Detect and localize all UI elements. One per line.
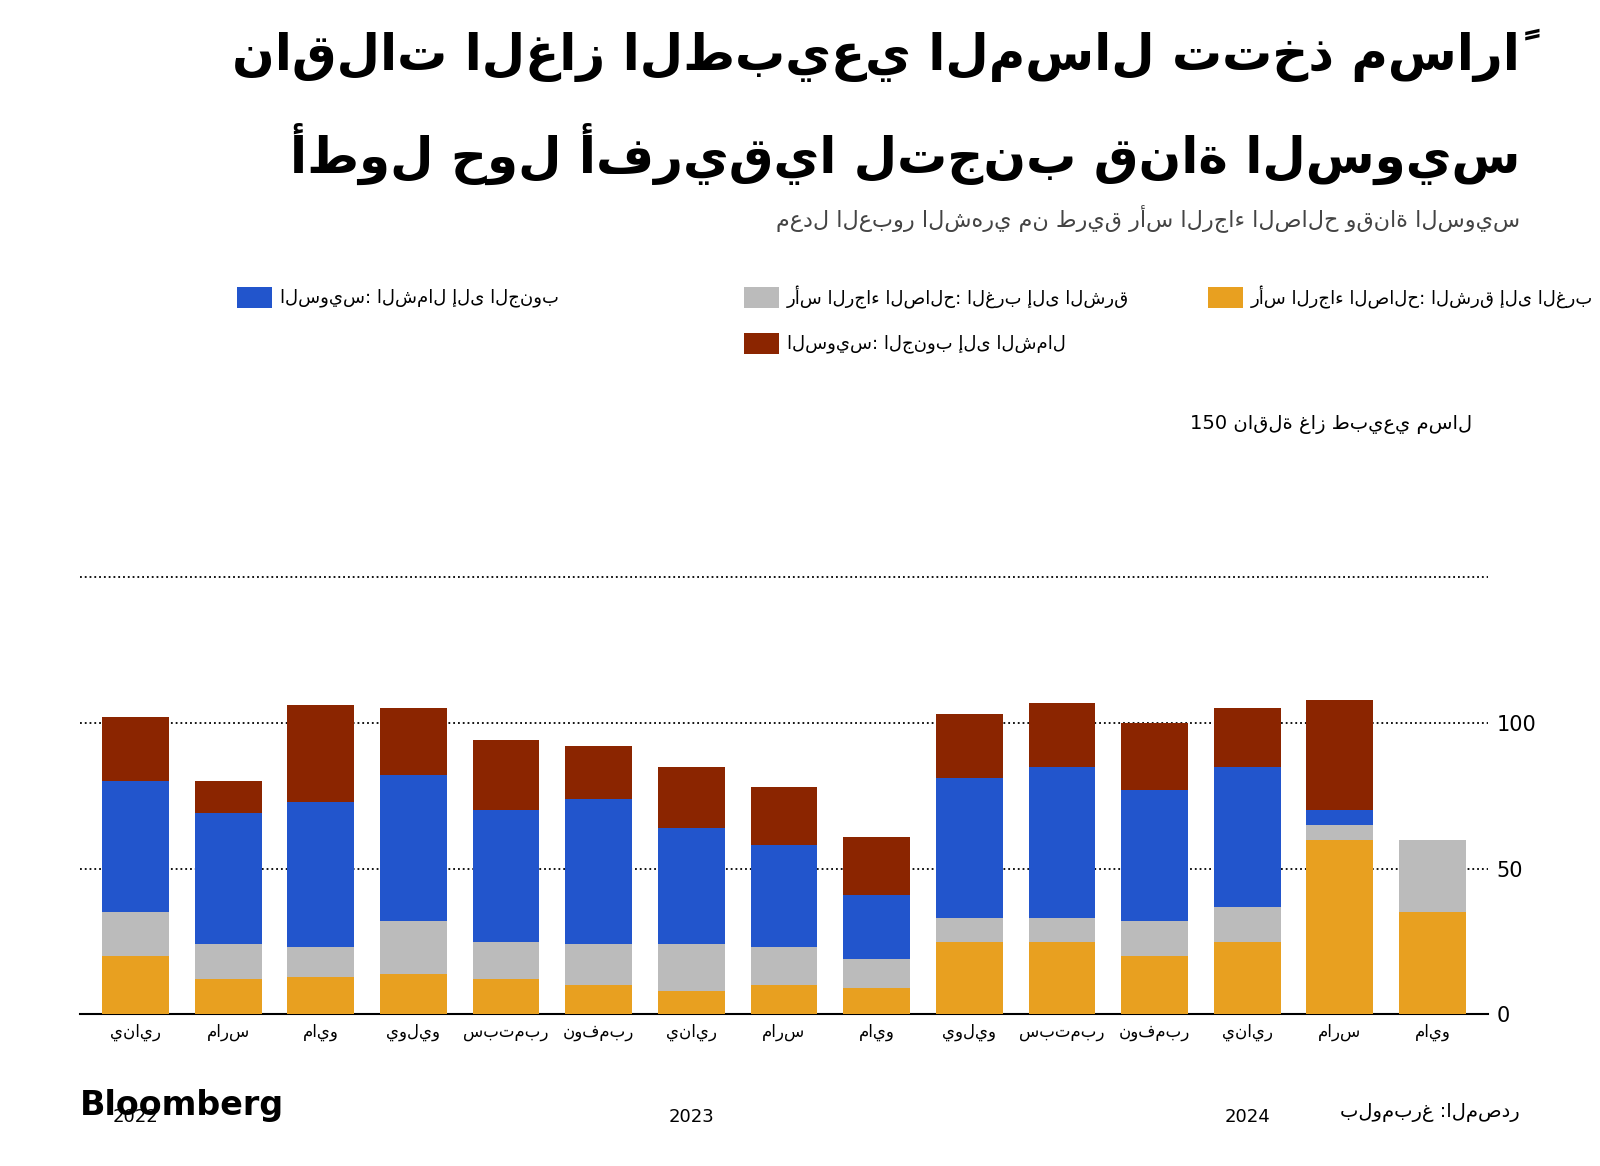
Bar	[472, 942, 539, 979]
Text: معدل العبور الشهري من طريق رأس الرجاء الصالح وقناة السويس: معدل العبور الشهري من طريق رأس الرجاء ال…	[776, 204, 1520, 232]
Bar	[195, 781, 261, 814]
Bar	[843, 837, 910, 895]
Bar	[936, 942, 1003, 1014]
Bar	[1029, 702, 1096, 767]
Bar	[936, 919, 1003, 942]
Bar	[288, 705, 354, 802]
Bar	[102, 956, 170, 1014]
Bar	[1122, 921, 1187, 956]
Bar	[658, 991, 725, 1014]
Text: السويس: الجنوب إلى الشمال: السويس: الجنوب إلى الشمال	[787, 335, 1066, 353]
Bar	[750, 947, 818, 985]
Bar	[1307, 826, 1373, 840]
Text: بلومبرغ :المصدر: بلومبرغ :المصدر	[1341, 1103, 1520, 1122]
Bar	[936, 779, 1003, 919]
Bar	[1307, 810, 1373, 826]
Bar	[1029, 767, 1096, 919]
Bar	[288, 802, 354, 947]
Text: ناقلات الغاز الطبيعي المسال تتخذ مساراً: ناقلات الغاز الطبيعي المسال تتخذ مساراً	[232, 29, 1520, 83]
Bar	[565, 944, 632, 985]
Bar	[1122, 956, 1187, 1014]
Bar	[1122, 723, 1187, 791]
Bar	[1029, 942, 1096, 1014]
Text: 2022: 2022	[112, 1108, 158, 1125]
Text: رأس الرجاء الصالح: الغرب إلى الشرق: رأس الرجاء الصالح: الغرب إلى الشرق	[787, 286, 1130, 309]
Bar	[843, 958, 910, 989]
Bar	[1029, 919, 1096, 942]
Bar	[936, 714, 1003, 779]
Bar	[658, 944, 725, 991]
Bar	[1307, 700, 1373, 810]
Bar	[195, 979, 261, 1014]
Text: Bloomberg: Bloomberg	[80, 1089, 285, 1122]
Bar	[472, 740, 539, 810]
Text: 2023: 2023	[669, 1108, 714, 1125]
Bar	[1214, 907, 1280, 942]
Bar	[381, 974, 446, 1014]
Bar	[195, 944, 261, 979]
Bar	[750, 845, 818, 947]
Bar	[843, 895, 910, 958]
Bar	[750, 985, 818, 1014]
Bar	[195, 814, 261, 944]
Bar	[102, 717, 170, 781]
Bar	[1214, 767, 1280, 907]
Bar	[1398, 912, 1466, 1014]
Bar	[1398, 840, 1466, 912]
Bar	[658, 828, 725, 944]
Bar	[288, 977, 354, 1014]
Bar	[472, 810, 539, 942]
Bar	[1307, 840, 1373, 1014]
Bar	[102, 781, 170, 912]
Bar	[658, 767, 725, 828]
Bar	[381, 921, 446, 974]
Bar	[565, 799, 632, 944]
Bar	[472, 979, 539, 1014]
Bar	[381, 708, 446, 775]
Bar	[565, 746, 632, 799]
Bar	[1214, 942, 1280, 1014]
Bar	[102, 912, 170, 956]
Text: 150 ناقلة غاز طبيعي مسال: 150 ناقلة غاز طبيعي مسال	[1190, 415, 1472, 434]
Bar	[565, 985, 632, 1014]
Bar	[1214, 708, 1280, 767]
Text: السويس: الشمال إلى الجنوب: السويس: الشمال إلى الجنوب	[280, 288, 558, 307]
Text: 2024: 2024	[1224, 1108, 1270, 1125]
Text: رأس الرجاء الصالح: الشرق إلى الغرب: رأس الرجاء الصالح: الشرق إلى الغرب	[1251, 286, 1594, 309]
Bar	[750, 787, 818, 845]
Bar	[843, 989, 910, 1014]
Text: أطول حول أفريقيا لتجنب قناة السويس: أطول حول أفريقيا لتجنب قناة السويس	[290, 122, 1520, 184]
Bar	[1122, 791, 1187, 921]
Bar	[381, 775, 446, 921]
Bar	[288, 947, 354, 977]
